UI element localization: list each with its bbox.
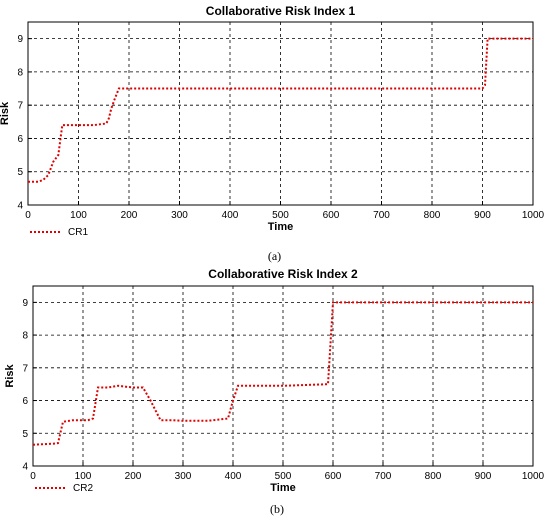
x-tick-label: 700	[375, 471, 392, 482]
panel-caption: (a)	[268, 249, 281, 263]
x-axis-label: Time	[270, 482, 295, 494]
legend-label: CR2	[73, 483, 93, 494]
y-axis-label: Risk	[0, 101, 11, 125]
x-tick-label: 600	[325, 471, 342, 482]
chart-title: Collaborative Risk Index 1	[206, 4, 356, 18]
y-tick-label: 7	[22, 363, 28, 374]
x-tick-label: 300	[171, 210, 188, 221]
y-tick-label: 6	[17, 134, 23, 145]
y-tick-label: 5	[22, 429, 28, 440]
x-tick-label: 800	[425, 471, 442, 482]
y-tick-label: 8	[17, 67, 23, 78]
y-tick-label: 8	[22, 331, 28, 342]
y-axis-label: Risk	[4, 364, 16, 388]
x-tick-label: 1000	[522, 471, 545, 482]
x-tick-label: 900	[475, 471, 492, 482]
y-tick-label: 4	[22, 462, 28, 473]
x-tick-label: 100	[75, 471, 92, 482]
x-tick-label: 0	[30, 471, 36, 482]
x-tick-label: 200	[121, 210, 138, 221]
y-tick-label: 4	[17, 201, 23, 212]
x-tick-label: 1000	[522, 210, 545, 221]
x-tick-label: 500	[275, 471, 292, 482]
series-line-cr1	[28, 37, 533, 183]
x-tick-label: 0	[25, 210, 31, 221]
x-axis-label: Time	[268, 221, 293, 233]
x-tick-label: 100	[70, 210, 87, 221]
panel-caption: (b)	[270, 502, 284, 516]
x-tick-label: 300	[175, 471, 192, 482]
y-tick-label: 5	[17, 167, 23, 178]
x-tick-label: 200	[125, 471, 142, 482]
x-tick-label: 500	[272, 210, 289, 221]
x-tick-label: 700	[373, 210, 390, 221]
y-tick-label: 6	[22, 396, 28, 407]
x-tick-label: 900	[474, 210, 491, 221]
x-tick-label: 600	[323, 210, 340, 221]
x-tick-label: 400	[222, 210, 239, 221]
y-tick-label: 9	[17, 34, 23, 45]
chart-panel-a: Collaborative Risk Index 1 0 100 200 300 400 5…	[0, 4, 545, 263]
series-line-cr2	[32, 301, 533, 446]
legend-label: CR1	[68, 227, 88, 238]
chart-panel-b: Collaborative Risk Index 2 0 100 200 300 400 5…	[4, 267, 545, 516]
y-tick-label: 7	[17, 101, 23, 112]
y-tick-label: 9	[22, 298, 28, 309]
x-tick-label: 800	[424, 210, 441, 221]
x-tick-label: 400	[225, 471, 242, 482]
chart-title: Collaborative Risk Index 2	[208, 267, 358, 281]
